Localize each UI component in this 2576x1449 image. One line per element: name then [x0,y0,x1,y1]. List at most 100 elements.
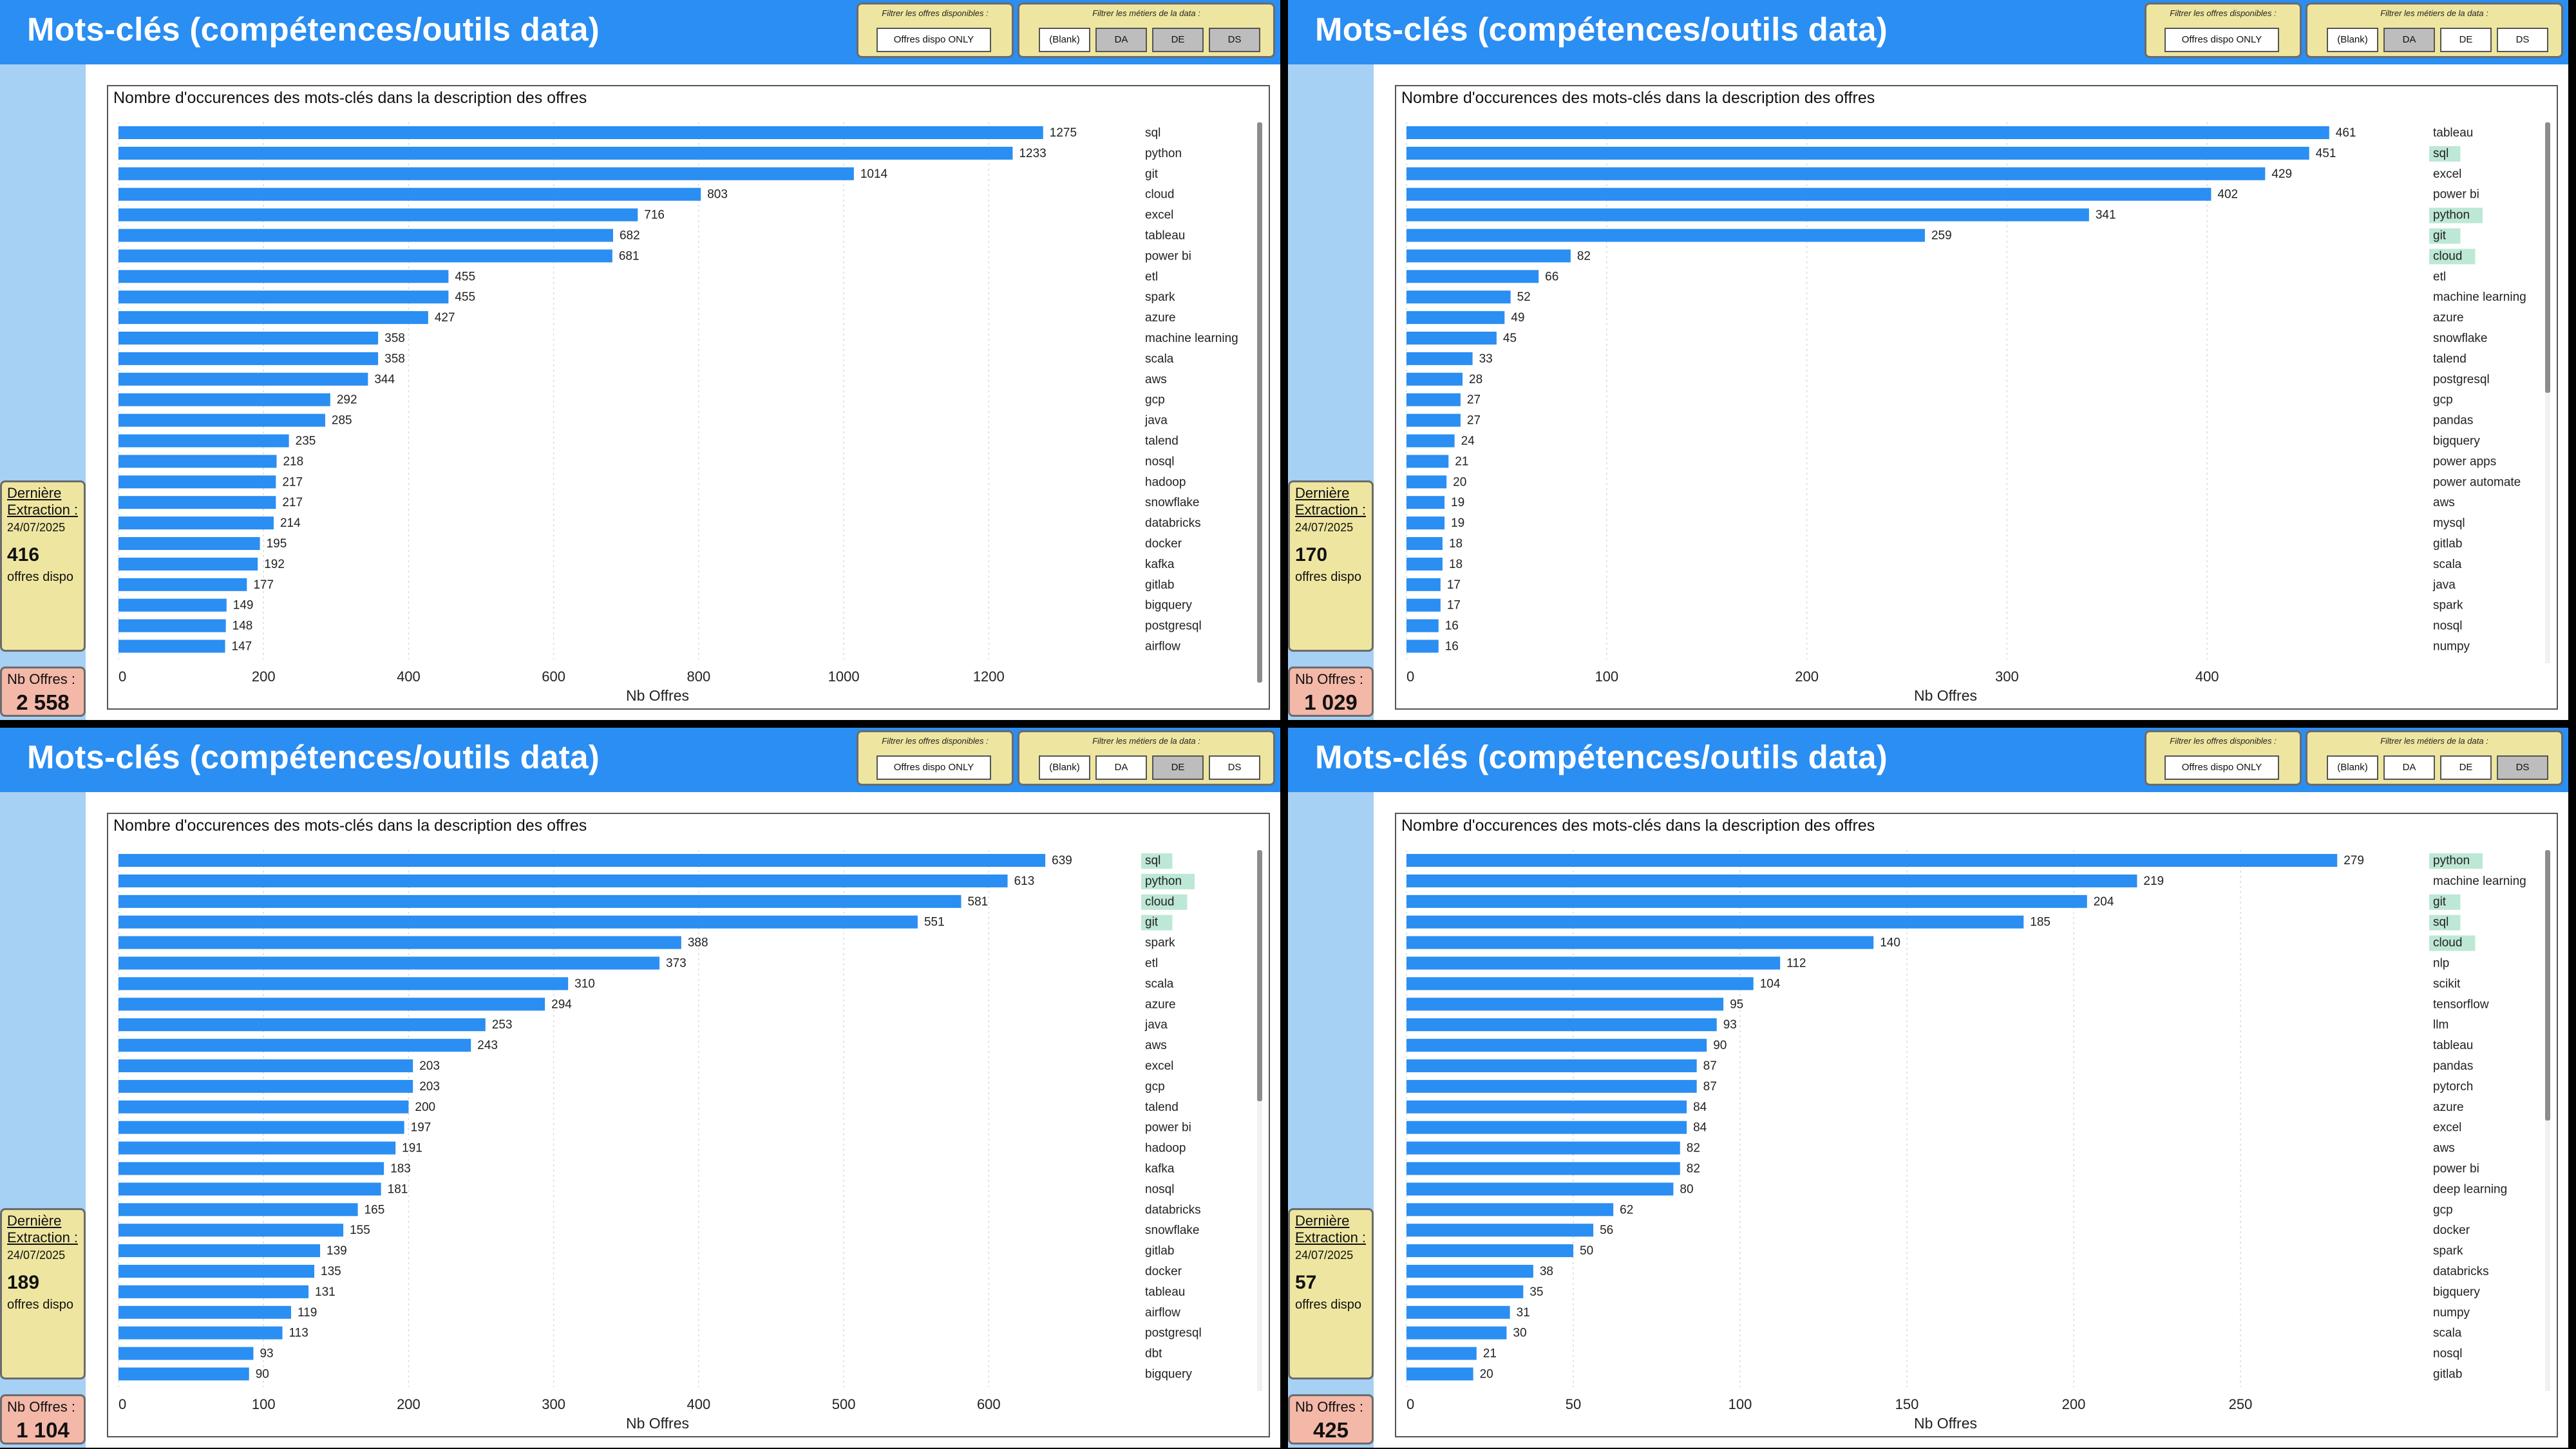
bar-bigquery[interactable] [118,598,227,612]
bar-python[interactable] [1406,854,2338,867]
bar-databricks[interactable] [118,516,274,530]
bar-nosql[interactable] [118,1182,381,1196]
bar-etl[interactable] [1406,270,1539,283]
bar-hadoop[interactable] [118,475,276,489]
bar-excel[interactable] [1406,167,2266,180]
bar-pandas[interactable] [1406,413,1461,427]
metier-option-ds[interactable]: DS [1209,28,1260,52]
bar-databricks[interactable] [118,1203,358,1217]
bar-tensorflow[interactable] [1406,998,1724,1011]
bar-snowflake[interactable] [118,496,276,509]
bar-etl[interactable] [118,956,660,970]
bar-docker[interactable] [1406,1224,1594,1237]
bar-pytorch[interactable] [1406,1079,1697,1093]
bar-snowflake[interactable] [1406,332,1497,345]
bar-machine-learning[interactable] [1406,874,2137,887]
bar-snowflake[interactable] [118,1224,344,1237]
bar-kafka[interactable] [118,557,258,571]
bar-bigquery[interactable] [118,1367,249,1381]
bar-sql[interactable] [1406,146,2309,160]
bar-nosql[interactable] [118,455,277,468]
metier-option-blank[interactable]: (Blank) [1039,755,1090,780]
bar-postgresql[interactable] [1406,372,1463,386]
bar-scala[interactable] [118,977,569,990]
bar-spark[interactable] [1406,598,1441,612]
bar-python[interactable] [118,874,1008,887]
bar-azure[interactable] [1406,311,1505,325]
bar-bigquery[interactable] [1406,1285,1524,1298]
scrollbar-thumb[interactable] [1257,850,1262,1101]
bar-machine-learning[interactable] [1406,290,1511,304]
bar-java[interactable] [118,1018,486,1032]
bar-gcp[interactable] [1406,393,1461,406]
metier-option-blank[interactable]: (Blank) [2327,28,2378,52]
bar-tableau[interactable] [1406,1039,1707,1052]
bar-gitlab[interactable] [1406,537,1443,550]
bar-power-bi[interactable] [118,249,612,263]
bar-git[interactable] [118,167,854,180]
bar-nosql[interactable] [1406,1347,1477,1360]
metier-option-blank[interactable]: (Blank) [1039,28,1090,52]
bar-postgresql[interactable] [118,619,226,632]
bar-airflow[interactable] [118,1305,292,1319]
bar-azure[interactable] [118,311,428,325]
bar-azure[interactable] [1406,1100,1687,1113]
bar-gitlab[interactable] [118,578,247,591]
bar-cloud[interactable] [1406,249,1571,263]
bar-cloud[interactable] [118,895,961,908]
scrollbar-thumb[interactable] [2545,850,2550,1121]
bar-mysql[interactable] [1406,516,1445,530]
metier-option-de[interactable]: DE [1152,755,1204,780]
bar-git[interactable] [118,915,918,929]
bar-power-bi[interactable] [118,1121,404,1134]
bar-talend[interactable] [118,434,289,448]
bar-deep-learning[interactable] [1406,1182,1674,1196]
bar-numpy[interactable] [1406,639,1439,653]
scrollbar-thumb[interactable] [2545,122,2550,393]
metier-option-de[interactable]: DE [2440,28,2492,52]
bar-cloud[interactable] [118,187,701,201]
bar-aws[interactable] [1406,496,1445,509]
bar-cloud[interactable] [1406,936,1874,949]
bar-tableau[interactable] [1406,126,2329,139]
bar-gitlab[interactable] [1406,1367,1473,1381]
metier-option-blank[interactable]: (Blank) [2327,755,2378,780]
metier-option-ds[interactable]: DS [1209,755,1260,780]
bar-nlp[interactable] [1406,956,1781,970]
bar-java[interactable] [118,413,325,427]
bar-scala[interactable] [1406,557,1443,571]
bar-pandas[interactable] [1406,1059,1697,1072]
bar-git[interactable] [1406,895,2087,908]
bar-excel[interactable] [1406,1121,1687,1134]
bar-power-automate[interactable] [1406,475,1447,489]
bar-etl[interactable] [118,270,449,283]
bar-sql[interactable] [118,854,1046,867]
bar-airflow[interactable] [118,639,225,653]
bar-talend[interactable] [1406,352,1473,365]
metier-option-de[interactable]: DE [2440,755,2492,780]
metier-option-da[interactable]: DA [2383,28,2435,52]
dispo-only-button[interactable]: Offres dispo ONLY [2164,755,2279,780]
metier-option-da[interactable]: DA [1095,28,1147,52]
bar-scikit[interactable] [1406,977,1754,990]
bar-python[interactable] [118,146,1013,160]
scrollbar-track[interactable] [1257,850,1262,1391]
bar-docker[interactable] [118,1265,315,1278]
bar-sql[interactable] [1406,915,2024,929]
bar-postgresql[interactable] [118,1326,283,1340]
bar-gcp[interactable] [118,1079,413,1093]
bar-talend[interactable] [118,1100,409,1113]
bar-power-apps[interactable] [1406,455,1449,468]
bar-bigquery[interactable] [1406,434,1455,448]
bar-tableau[interactable] [118,229,613,242]
bar-llm[interactable] [1406,1018,1717,1032]
bar-spark[interactable] [118,936,681,949]
bar-scala[interactable] [118,352,379,365]
bar-power-bi[interactable] [1406,1162,1680,1175]
bar-databricks[interactable] [1406,1265,1533,1278]
bar-gcp[interactable] [118,393,330,406]
bar-azure[interactable] [118,998,545,1011]
bar-aws[interactable] [118,372,368,386]
bar-python[interactable] [1406,208,2089,222]
bar-scala[interactable] [1406,1326,1507,1340]
